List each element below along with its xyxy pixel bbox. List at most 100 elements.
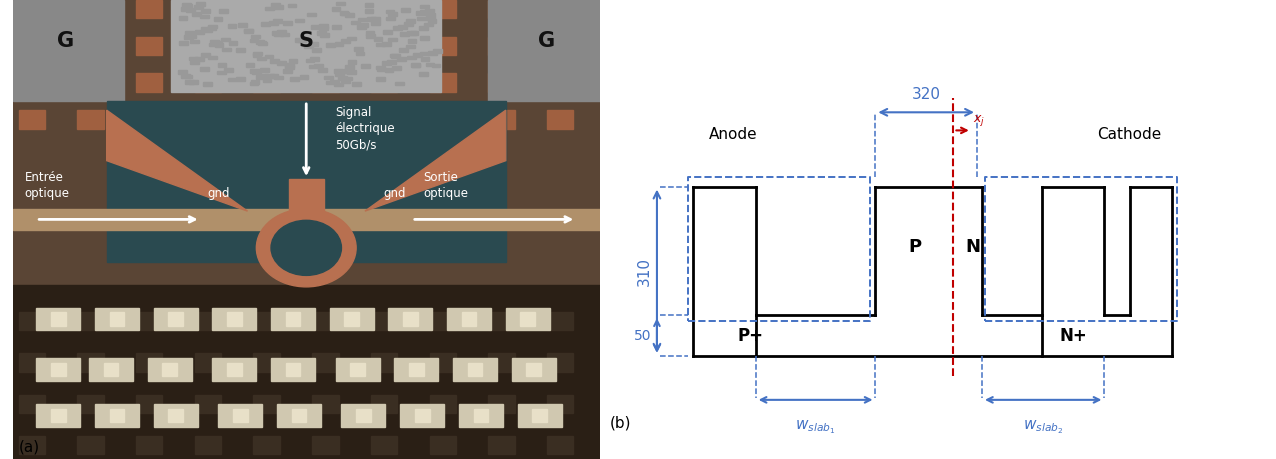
Bar	[416, 11, 425, 15]
Bar	[283, 21, 292, 25]
Bar	[462, 312, 476, 326]
Bar	[19, 353, 45, 372]
Bar	[89, 358, 133, 381]
Bar	[420, 52, 429, 56]
Text: Signal
électrique
50Gb/s: Signal électrique 50Gb/s	[336, 106, 396, 151]
Bar	[19, 312, 45, 330]
Bar	[304, 45, 313, 48]
Bar	[518, 404, 561, 427]
Text: Cathode: Cathode	[1097, 127, 1161, 142]
Bar	[110, 409, 124, 422]
Bar	[309, 42, 318, 46]
Bar	[279, 33, 288, 36]
Bar	[313, 0, 338, 18]
Bar	[263, 78, 272, 82]
Bar	[195, 37, 221, 55]
Bar	[277, 404, 322, 427]
Bar	[254, 0, 279, 18]
Bar	[430, 0, 456, 18]
Bar	[13, 0, 600, 285]
Bar	[320, 33, 329, 37]
Bar	[262, 22, 271, 26]
Bar	[211, 40, 218, 44]
Bar	[51, 409, 65, 422]
Bar	[336, 358, 380, 381]
Bar	[430, 353, 456, 372]
Polygon shape	[365, 110, 505, 211]
Bar	[107, 101, 505, 262]
Bar	[19, 436, 45, 454]
Bar	[239, 23, 248, 27]
Bar	[203, 29, 212, 33]
Bar	[383, 42, 392, 46]
Bar	[406, 45, 415, 48]
Bar	[195, 57, 204, 61]
Bar	[287, 4, 296, 7]
Text: 320: 320	[911, 87, 940, 102]
Bar	[227, 363, 241, 376]
Bar	[338, 77, 347, 80]
Bar	[384, 68, 393, 72]
Bar	[547, 110, 573, 129]
Bar	[274, 76, 283, 79]
Bar	[327, 81, 336, 84]
Bar	[254, 37, 279, 55]
Text: $w_{slab_2}$: $w_{slab_2}$	[1023, 418, 1063, 436]
Bar	[78, 37, 103, 55]
Bar	[385, 10, 394, 13]
Bar	[365, 31, 374, 34]
Bar	[371, 436, 397, 454]
Bar	[162, 363, 177, 376]
Text: Sortie
optique: Sortie optique	[424, 171, 468, 201]
Bar	[371, 73, 397, 92]
Text: $w_{slab_1}$: $w_{slab_1}$	[795, 418, 836, 436]
Bar	[137, 73, 162, 92]
Bar	[288, 179, 324, 216]
Bar	[253, 52, 262, 56]
Text: S: S	[299, 31, 314, 51]
Bar	[285, 65, 293, 69]
Bar	[222, 48, 231, 51]
Bar	[313, 312, 338, 330]
Bar	[371, 17, 380, 21]
Bar	[433, 50, 441, 53]
Bar	[208, 26, 217, 30]
Bar	[394, 358, 439, 381]
Bar	[336, 2, 345, 6]
Bar	[383, 30, 392, 34]
Bar	[547, 73, 573, 92]
Bar	[521, 312, 535, 326]
Bar	[341, 39, 350, 43]
Bar	[547, 436, 573, 454]
Bar	[179, 41, 188, 45]
Bar	[547, 37, 573, 55]
Bar	[318, 68, 327, 72]
Bar	[324, 76, 333, 79]
Bar	[388, 60, 397, 64]
Circle shape	[256, 209, 356, 287]
Bar	[407, 56, 416, 59]
Bar	[78, 312, 103, 330]
Bar	[221, 38, 230, 41]
Bar	[365, 3, 374, 6]
Bar	[371, 395, 397, 413]
Bar	[361, 64, 370, 67]
Bar	[227, 24, 236, 28]
Bar	[403, 312, 417, 326]
Bar	[426, 13, 435, 17]
Bar	[195, 312, 221, 330]
Bar	[51, 363, 65, 376]
Bar	[313, 436, 338, 454]
Bar	[195, 436, 221, 454]
Bar	[367, 17, 375, 21]
Bar	[213, 17, 222, 21]
Bar	[319, 24, 328, 28]
Bar	[371, 353, 397, 372]
Bar	[300, 75, 309, 79]
Bar	[425, 9, 434, 12]
Bar	[253, 53, 262, 57]
Bar	[352, 82, 361, 86]
Bar	[512, 358, 555, 381]
Bar	[251, 35, 260, 39]
Bar	[51, 312, 65, 326]
